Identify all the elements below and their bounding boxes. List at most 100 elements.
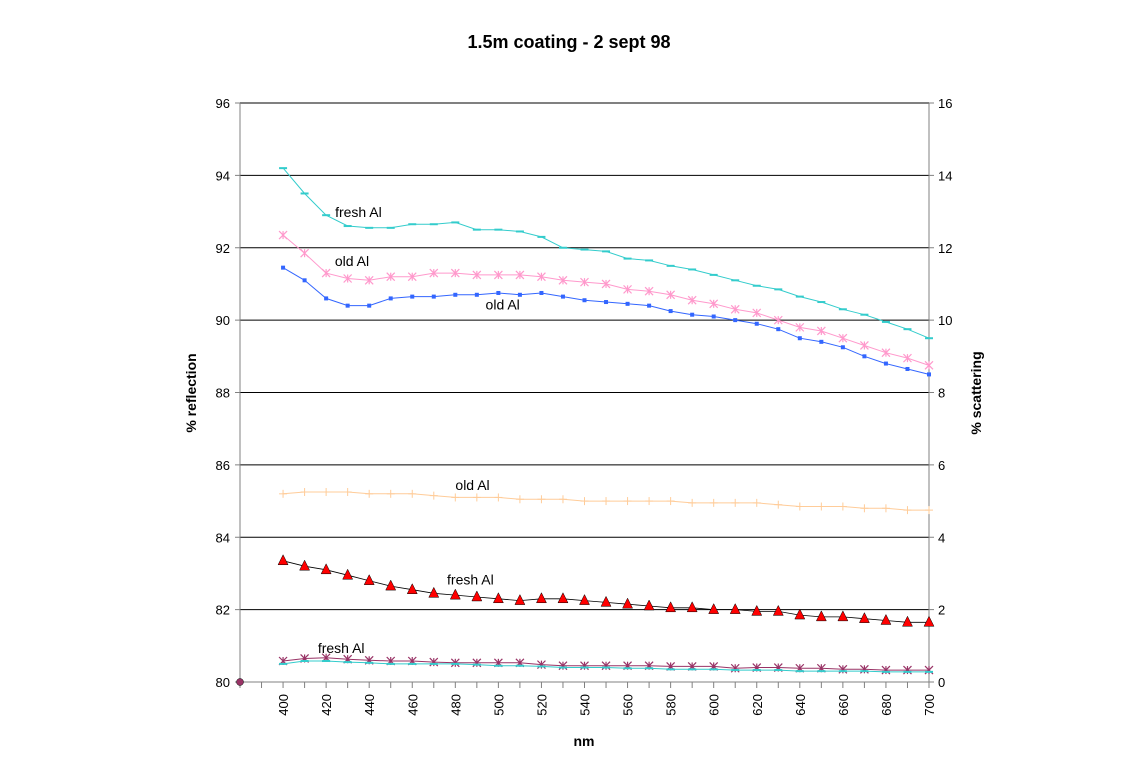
y-tick-label: 96	[216, 96, 230, 111]
data-point	[622, 597, 633, 609]
data-point	[644, 286, 654, 296]
data-point	[324, 296, 329, 301]
data-point	[451, 493, 460, 502]
data-point	[881, 348, 891, 358]
data-point	[363, 574, 375, 585]
series-0	[279, 167, 933, 340]
gridlines	[240, 102, 929, 611]
y-tick-label: 94	[216, 168, 230, 183]
data-point	[924, 360, 934, 370]
data-point	[600, 595, 612, 607]
data-point	[345, 303, 350, 308]
y2-tick-label: 12	[938, 241, 952, 256]
x-tick-label: 700	[922, 694, 937, 716]
y2-tick-label: 2	[938, 603, 945, 618]
data-point	[666, 290, 676, 300]
data-point	[302, 278, 307, 283]
series-line	[282, 167, 930, 339]
data-point	[299, 559, 310, 571]
data-point	[579, 594, 590, 605]
data-point	[903, 506, 912, 515]
data-point	[837, 610, 849, 622]
data-point	[819, 339, 824, 344]
data-point	[731, 498, 740, 507]
data-point	[817, 502, 826, 511]
x-tick-label: 540	[578, 694, 593, 716]
data-point	[752, 498, 761, 507]
data-point	[816, 326, 826, 336]
annotation-label: old Al	[335, 253, 369, 269]
data-point	[560, 294, 565, 299]
data-point	[515, 495, 524, 504]
y-tick-label: 86	[216, 458, 230, 473]
data-point	[472, 270, 482, 280]
data-point	[838, 502, 847, 511]
data-point	[474, 292, 479, 297]
data-point	[343, 488, 352, 497]
data-point	[385, 579, 397, 591]
data-point	[515, 270, 525, 280]
y2-axis-ticks: 0 2 4 6 8 10 12 14 16	[929, 96, 952, 690]
y2-tick-label: 0	[938, 675, 945, 690]
x-axis-ticks: 400 420 440 460 480 500 520 540 560 580 600 620 640 6…	[239, 682, 937, 716]
data-point	[386, 489, 395, 498]
data-point	[321, 268, 331, 278]
data-point	[665, 601, 677, 613]
data-point	[708, 603, 720, 614]
x-tick-label: 680	[879, 694, 894, 716]
y-tick-label: 88	[216, 386, 230, 401]
x-tick-label: 580	[664, 694, 679, 716]
data-point	[343, 274, 353, 283]
y2-tick-label: 6	[938, 458, 945, 473]
series-2	[281, 265, 931, 377]
data-point	[903, 353, 912, 363]
data-point	[902, 615, 913, 627]
series-3	[279, 488, 933, 515]
data-point	[797, 336, 802, 341]
x-tick-label: 400	[276, 694, 291, 716]
data-point	[860, 504, 869, 513]
y-tick-label: 84	[216, 530, 230, 545]
x-axis-label: nm	[574, 733, 595, 749]
x-tick-label: 620	[750, 694, 765, 716]
data-point	[364, 275, 374, 285]
data-point	[729, 603, 741, 614]
data-point	[927, 372, 931, 377]
series-1	[278, 230, 934, 370]
data-point	[881, 504, 890, 513]
data-point	[687, 295, 697, 305]
data-point	[279, 489, 288, 498]
data-point	[751, 604, 763, 616]
data-point	[602, 497, 611, 506]
data-point	[838, 333, 848, 343]
data-point	[883, 361, 888, 366]
data-point	[407, 272, 417, 282]
annotation-label: old Al	[455, 477, 489, 493]
origin-point	[236, 678, 244, 686]
data-point	[795, 502, 804, 511]
data-point	[472, 493, 481, 502]
data-point	[580, 277, 589, 287]
y-tick-label: 90	[216, 313, 230, 328]
data-point	[601, 279, 611, 289]
x-tick-label: 640	[793, 694, 808, 716]
data-point	[623, 497, 632, 506]
data-point	[709, 498, 718, 507]
data-point	[776, 327, 781, 332]
data-point	[365, 489, 374, 498]
data-point	[320, 563, 332, 575]
data-point	[859, 341, 869, 350]
chart-title: 1.5m coating - 2 sept 98	[467, 32, 670, 52]
y2-tick-label: 10	[938, 313, 952, 328]
data-point	[322, 488, 331, 497]
data-point	[604, 300, 609, 305]
data-point	[862, 354, 867, 359]
data-point	[582, 298, 587, 303]
x-tick-label: 440	[362, 694, 377, 716]
data-point	[625, 301, 630, 306]
data-point	[494, 493, 503, 502]
data-point	[539, 290, 544, 295]
data-point	[643, 599, 655, 611]
data-point	[537, 272, 546, 282]
data-point	[754, 321, 759, 326]
